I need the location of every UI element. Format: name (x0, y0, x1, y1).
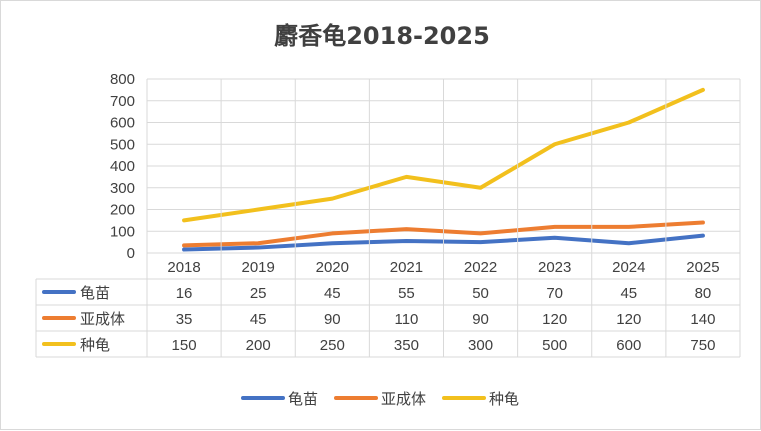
data-label: 350 (394, 337, 419, 354)
data-label: 25 (250, 285, 267, 302)
x-category-label: 2023 (538, 259, 571, 276)
legend: 龟苗 亚成体 种龟 (241, 390, 519, 408)
data-label: 50 (472, 285, 489, 302)
x-category-label: 2024 (612, 259, 645, 276)
y-tick-label: 700 (110, 93, 135, 110)
y-tick-label: 600 (110, 115, 135, 132)
data-label: 200 (246, 337, 271, 354)
data-label: 120 (542, 311, 567, 328)
data-label: 90 (472, 311, 489, 328)
data-label: 150 (172, 337, 197, 354)
chart-title: 麝香龟2018-2025 (274, 22, 490, 50)
data-label: 16 (176, 285, 193, 302)
data-label: 600 (616, 337, 641, 354)
y-tick-label: 0 (127, 245, 135, 262)
data-label: 80 (695, 285, 712, 302)
data-label: 70 (546, 285, 563, 302)
x-category-label: 2019 (242, 259, 275, 276)
data-label: 45 (250, 311, 267, 328)
y-tick-label: 400 (110, 158, 135, 175)
legend-label: 亚成体 (381, 390, 426, 408)
data-label: 300 (468, 337, 493, 354)
data-label: 55 (398, 285, 415, 302)
data-label: 110 (394, 311, 418, 328)
legend-label: 龟苗 (288, 390, 318, 408)
data-label: 35 (176, 311, 193, 328)
y-tick-label: 800 (110, 71, 135, 88)
data-label: 250 (320, 337, 345, 354)
x-category-label: 2025 (686, 259, 719, 276)
row-series-name: 龟苗 (80, 284, 110, 302)
x-category-label: 2020 (316, 259, 349, 276)
x-category-label: 2021 (390, 259, 423, 276)
data-label: 140 (690, 311, 715, 328)
data-label: 90 (324, 311, 341, 328)
y-tick-label: 300 (110, 180, 135, 197)
legend-label: 种龟 (489, 390, 519, 408)
data-label: 45 (620, 285, 637, 302)
data-label: 45 (324, 285, 341, 302)
row-series-name: 亚成体 (80, 310, 125, 328)
data-label: 120 (616, 311, 641, 328)
y-tick-label: 500 (110, 136, 135, 153)
x-category-label: 2018 (167, 259, 200, 276)
row-series-name: 种龟 (80, 336, 110, 354)
y-tick-label: 100 (110, 223, 135, 240)
data-table: 2018 2019 2020 2021 2022 2023 2024 2025 龟苗 16 25 45… (35, 79, 741, 358)
data-label: 500 (542, 337, 567, 354)
y-tick-label: 200 (110, 202, 135, 219)
x-category-label: 2022 (464, 259, 497, 276)
y-axis: 0 100 200 300 400 500 600 700 800 (110, 71, 135, 262)
data-label: 750 (690, 337, 715, 354)
